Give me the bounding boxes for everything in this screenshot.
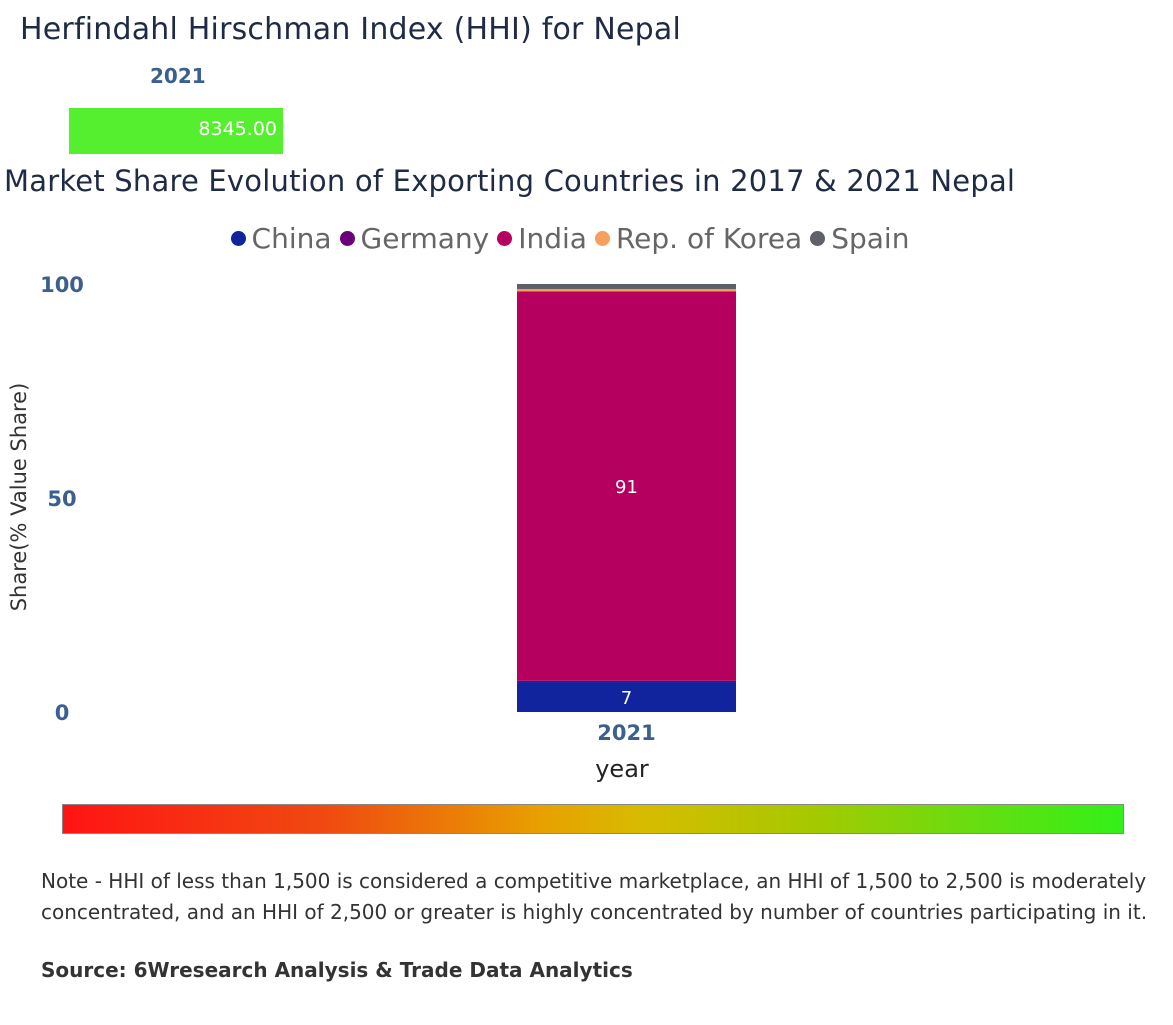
- y-tick-label: 0: [55, 701, 70, 725]
- hhi-value-bar[interactable]: 8345.00: [69, 108, 283, 154]
- x-tick-label: 2021: [597, 721, 655, 745]
- legend-dot-icon: [230, 231, 246, 246]
- bar-segment-spain[interactable]: [517, 284, 736, 290]
- legend-dot-icon: [594, 231, 610, 246]
- legend-label: Rep. of Korea: [615, 222, 803, 255]
- bar-segment-china[interactable]: [517, 682, 736, 712]
- legend-item-spain[interactable]: Spain: [810, 222, 909, 255]
- legend-label: India: [518, 222, 587, 255]
- legend-label: Germany: [360, 222, 490, 255]
- legend-item-germany[interactable]: Germany: [339, 222, 490, 255]
- market-share-title: Market Share Evolution of Exporting Coun…: [4, 164, 1016, 198]
- legend-item-india[interactable]: India: [497, 222, 587, 255]
- x-axis-ticks: 2021: [597, 721, 655, 745]
- legend-dot-icon: [339, 231, 355, 246]
- data-label: 91: [615, 477, 638, 498]
- legend-item-china[interactable]: China: [230, 222, 332, 255]
- bar-segment-germany[interactable]: [517, 680, 736, 683]
- data-label: 7: [621, 688, 632, 709]
- stacked-bar-chart: 0 50 100 Share(% Value Share) 7 91 2021 yea…: [7, 273, 736, 783]
- source-text: Source: 6Wresearch Analysis & Trade Data…: [41, 958, 633, 982]
- chart-legend: China Germany India Rep. of Korea Spain: [0, 222, 1140, 255]
- y-tick-label: 100: [40, 273, 84, 297]
- legend-item-korea[interactable]: Rep. of Korea: [594, 222, 803, 255]
- legend-dot-icon: [810, 231, 826, 246]
- legend-label: China: [251, 222, 332, 255]
- legend-label: Spain: [831, 222, 910, 255]
- y-axis-ticks: 0 50 100: [40, 273, 84, 725]
- hhi-year-label: 2021: [150, 64, 206, 88]
- legend-dot-icon: [497, 231, 513, 246]
- hhi-value: 8345.00: [198, 118, 277, 140]
- bar-segment-india[interactable]: [517, 291, 736, 681]
- y-tick-label: 50: [47, 487, 76, 511]
- x-axis-label: year: [595, 755, 649, 783]
- hhi-color-scale: [62, 804, 1124, 834]
- bar-segment-rep-of-korea[interactable]: [517, 289, 736, 292]
- hhi-title: Herfindahl Hirschman Index (HHI) for Nep…: [20, 12, 681, 47]
- note-text: Note - HHI of less than 1,500 is conside…: [41, 869, 1148, 924]
- bar-segments: 7 91: [517, 284, 736, 712]
- y-axis-label: Share(% Value Share): [7, 383, 31, 612]
